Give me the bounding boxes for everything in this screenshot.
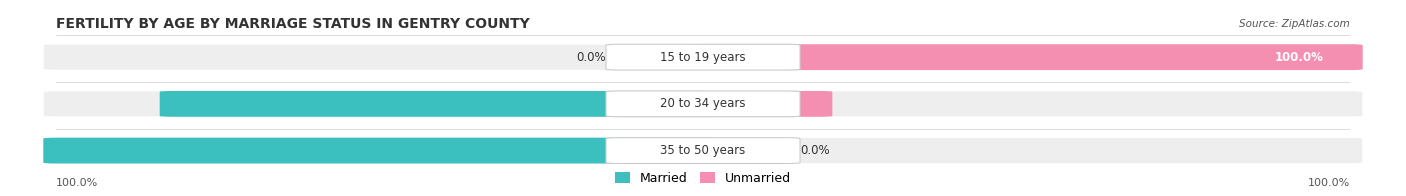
Legend: Married, Unmarried: Married, Unmarried xyxy=(610,167,796,190)
Text: 0.0%: 0.0% xyxy=(800,144,830,157)
FancyBboxPatch shape xyxy=(690,44,1362,70)
Text: 18.0%: 18.0% xyxy=(752,97,793,110)
Text: FERTILITY BY AGE BY MARRIAGE STATUS IN GENTRY COUNTY: FERTILITY BY AGE BY MARRIAGE STATUS IN G… xyxy=(56,17,530,31)
Text: 100.0%: 100.0% xyxy=(56,178,98,188)
FancyBboxPatch shape xyxy=(44,138,716,163)
FancyBboxPatch shape xyxy=(690,138,1362,163)
FancyBboxPatch shape xyxy=(160,91,716,117)
FancyBboxPatch shape xyxy=(606,91,800,117)
FancyBboxPatch shape xyxy=(44,91,716,117)
Text: 100.0%: 100.0% xyxy=(1308,178,1350,188)
Text: 100.0%: 100.0% xyxy=(1275,51,1324,64)
FancyBboxPatch shape xyxy=(690,44,1362,70)
Text: 35 to 50 years: 35 to 50 years xyxy=(661,144,745,157)
Text: Source: ZipAtlas.com: Source: ZipAtlas.com xyxy=(1239,19,1350,29)
FancyBboxPatch shape xyxy=(690,91,1362,117)
FancyBboxPatch shape xyxy=(606,138,800,163)
Text: 15 to 19 years: 15 to 19 years xyxy=(661,51,745,64)
FancyBboxPatch shape xyxy=(690,91,832,117)
FancyBboxPatch shape xyxy=(606,44,800,70)
FancyBboxPatch shape xyxy=(44,138,716,163)
Text: 20 to 34 years: 20 to 34 years xyxy=(661,97,745,110)
Text: 0.0%: 0.0% xyxy=(576,51,606,64)
FancyBboxPatch shape xyxy=(44,44,716,70)
